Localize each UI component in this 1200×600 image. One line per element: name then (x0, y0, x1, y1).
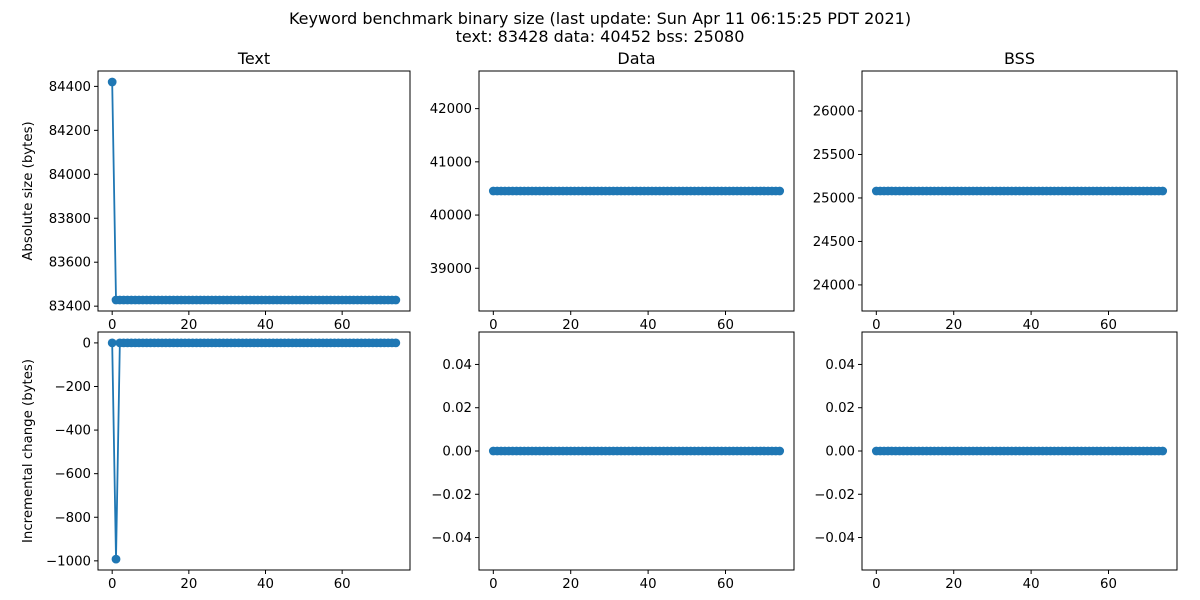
y-tick-label: −800 (54, 511, 91, 526)
y-tick-label: 83600 (49, 256, 91, 271)
y-tick-label: −200 (54, 380, 91, 395)
y-tick-label: 40000 (430, 209, 472, 224)
subplot-1: Text Absolute size (bytes) 0 20 40 60 83400 836… (21, 49, 411, 333)
y-tick-label: −0.02 (431, 488, 472, 503)
x-tick-label: 60 (717, 318, 734, 333)
y-tick-label: −0.02 (814, 488, 855, 503)
y-tick-label: 24000 (813, 278, 855, 293)
x-tick-label: 40 (640, 318, 657, 333)
y-tick-label: 0.00 (825, 445, 855, 460)
subplot-4: Incremental change (bytes) 0 20 40 60 −1000 −8… (21, 331, 411, 592)
y-tick-label: 26000 (813, 105, 855, 120)
axes-frame (478, 70, 795, 312)
y-tick-label: 0.04 (442, 358, 472, 373)
y-tick-label: −1000 (46, 554, 91, 569)
x-tick-label: 40 (257, 318, 274, 333)
subplot-title: BSS (1004, 49, 1035, 68)
subplot-5: 0 20 40 60 −0.04 −0.02 0.00 0.02 0.04 (431, 331, 795, 592)
subplot-6: 0 20 40 60 −0.04 −0.02 0.00 0.02 0.04 (814, 331, 1178, 592)
y-tick-label: 0.02 (442, 401, 472, 416)
x-tick-label: 20 (562, 577, 579, 592)
y-tick-label: 83800 (49, 212, 91, 227)
figure-title-line1: Keyword benchmark binary size (last upda… (289, 9, 911, 28)
y-tick-label: −0.04 (431, 531, 472, 546)
subplot-3: BSS 0 20 40 60 24000 24500 25000 25500 26000 (813, 49, 1178, 333)
data-point (107, 338, 117, 348)
y-tick-label: 24500 (813, 235, 855, 250)
y-tick-label: 84400 (49, 80, 91, 95)
x-tick-label: 20 (945, 318, 962, 333)
axes-frame (97, 331, 411, 571)
axes-frame (861, 70, 1178, 312)
y-tick-label: 84000 (49, 168, 91, 183)
y-tick-label: 42000 (430, 102, 472, 117)
x-tick-label: 60 (1100, 577, 1117, 592)
x-tick-label: 20 (562, 318, 579, 333)
y-tick-label: −600 (54, 467, 91, 482)
y-tick-label: 0.04 (825, 358, 855, 373)
x-tick-label: 40 (257, 577, 274, 592)
series-line (111, 81, 396, 301)
series-line (111, 342, 396, 560)
data-point (107, 77, 117, 87)
y-tick-label: −0.04 (814, 531, 855, 546)
axes-frame (97, 70, 411, 312)
data-point (775, 446, 785, 456)
figure-title-line2: text: 83428 data: 40452 bss: 25080 (456, 27, 745, 46)
y-tick-label: 25000 (813, 191, 855, 206)
x-tick-label: 0 (872, 318, 880, 333)
data-point (111, 554, 121, 564)
y-axis-label: Incremental change (bytes) (21, 359, 36, 543)
data-point (391, 338, 401, 348)
x-tick-label: 0 (108, 318, 116, 333)
x-tick-label: 20 (180, 577, 197, 592)
subplot-grid: Text Absolute size (bytes) 0 20 40 60 83400 836… (21, 49, 1178, 592)
data-point (391, 295, 401, 305)
y-tick-label: 0.00 (442, 445, 472, 460)
x-tick-label: 20 (945, 577, 962, 592)
x-tick-label: 40 (1023, 577, 1040, 592)
x-tick-label: 60 (717, 577, 734, 592)
x-tick-label: 0 (872, 577, 880, 592)
subplot-title: Text (237, 49, 270, 68)
x-tick-label: 60 (1100, 318, 1117, 333)
x-tick-label: 0 (489, 318, 497, 333)
y-tick-label: 84200 (49, 124, 91, 139)
y-tick-label: 25500 (813, 148, 855, 163)
data-point (1158, 186, 1168, 196)
x-tick-label: 40 (640, 577, 657, 592)
y-tick-label: 39000 (430, 262, 472, 277)
x-tick-label: 60 (334, 577, 351, 592)
y-tick-label: 0 (83, 336, 91, 351)
x-tick-label: 20 (180, 318, 197, 333)
x-tick-label: 40 (1023, 318, 1040, 333)
y-tick-label: 0.02 (825, 401, 855, 416)
subplot-title: Data (617, 49, 655, 68)
subplot-2: Data 0 20 40 60 39000 40000 41000 42000 (430, 49, 795, 333)
y-tick-label: 41000 (430, 155, 472, 170)
x-tick-label: 60 (334, 318, 351, 333)
y-axis-label: Absolute size (bytes) (21, 121, 36, 260)
x-tick-label: 0 (489, 577, 497, 592)
y-tick-label: 83400 (49, 300, 91, 315)
data-point (775, 186, 785, 196)
x-tick-label: 0 (108, 577, 116, 592)
y-tick-label: −400 (54, 424, 91, 439)
data-point (1158, 446, 1168, 456)
